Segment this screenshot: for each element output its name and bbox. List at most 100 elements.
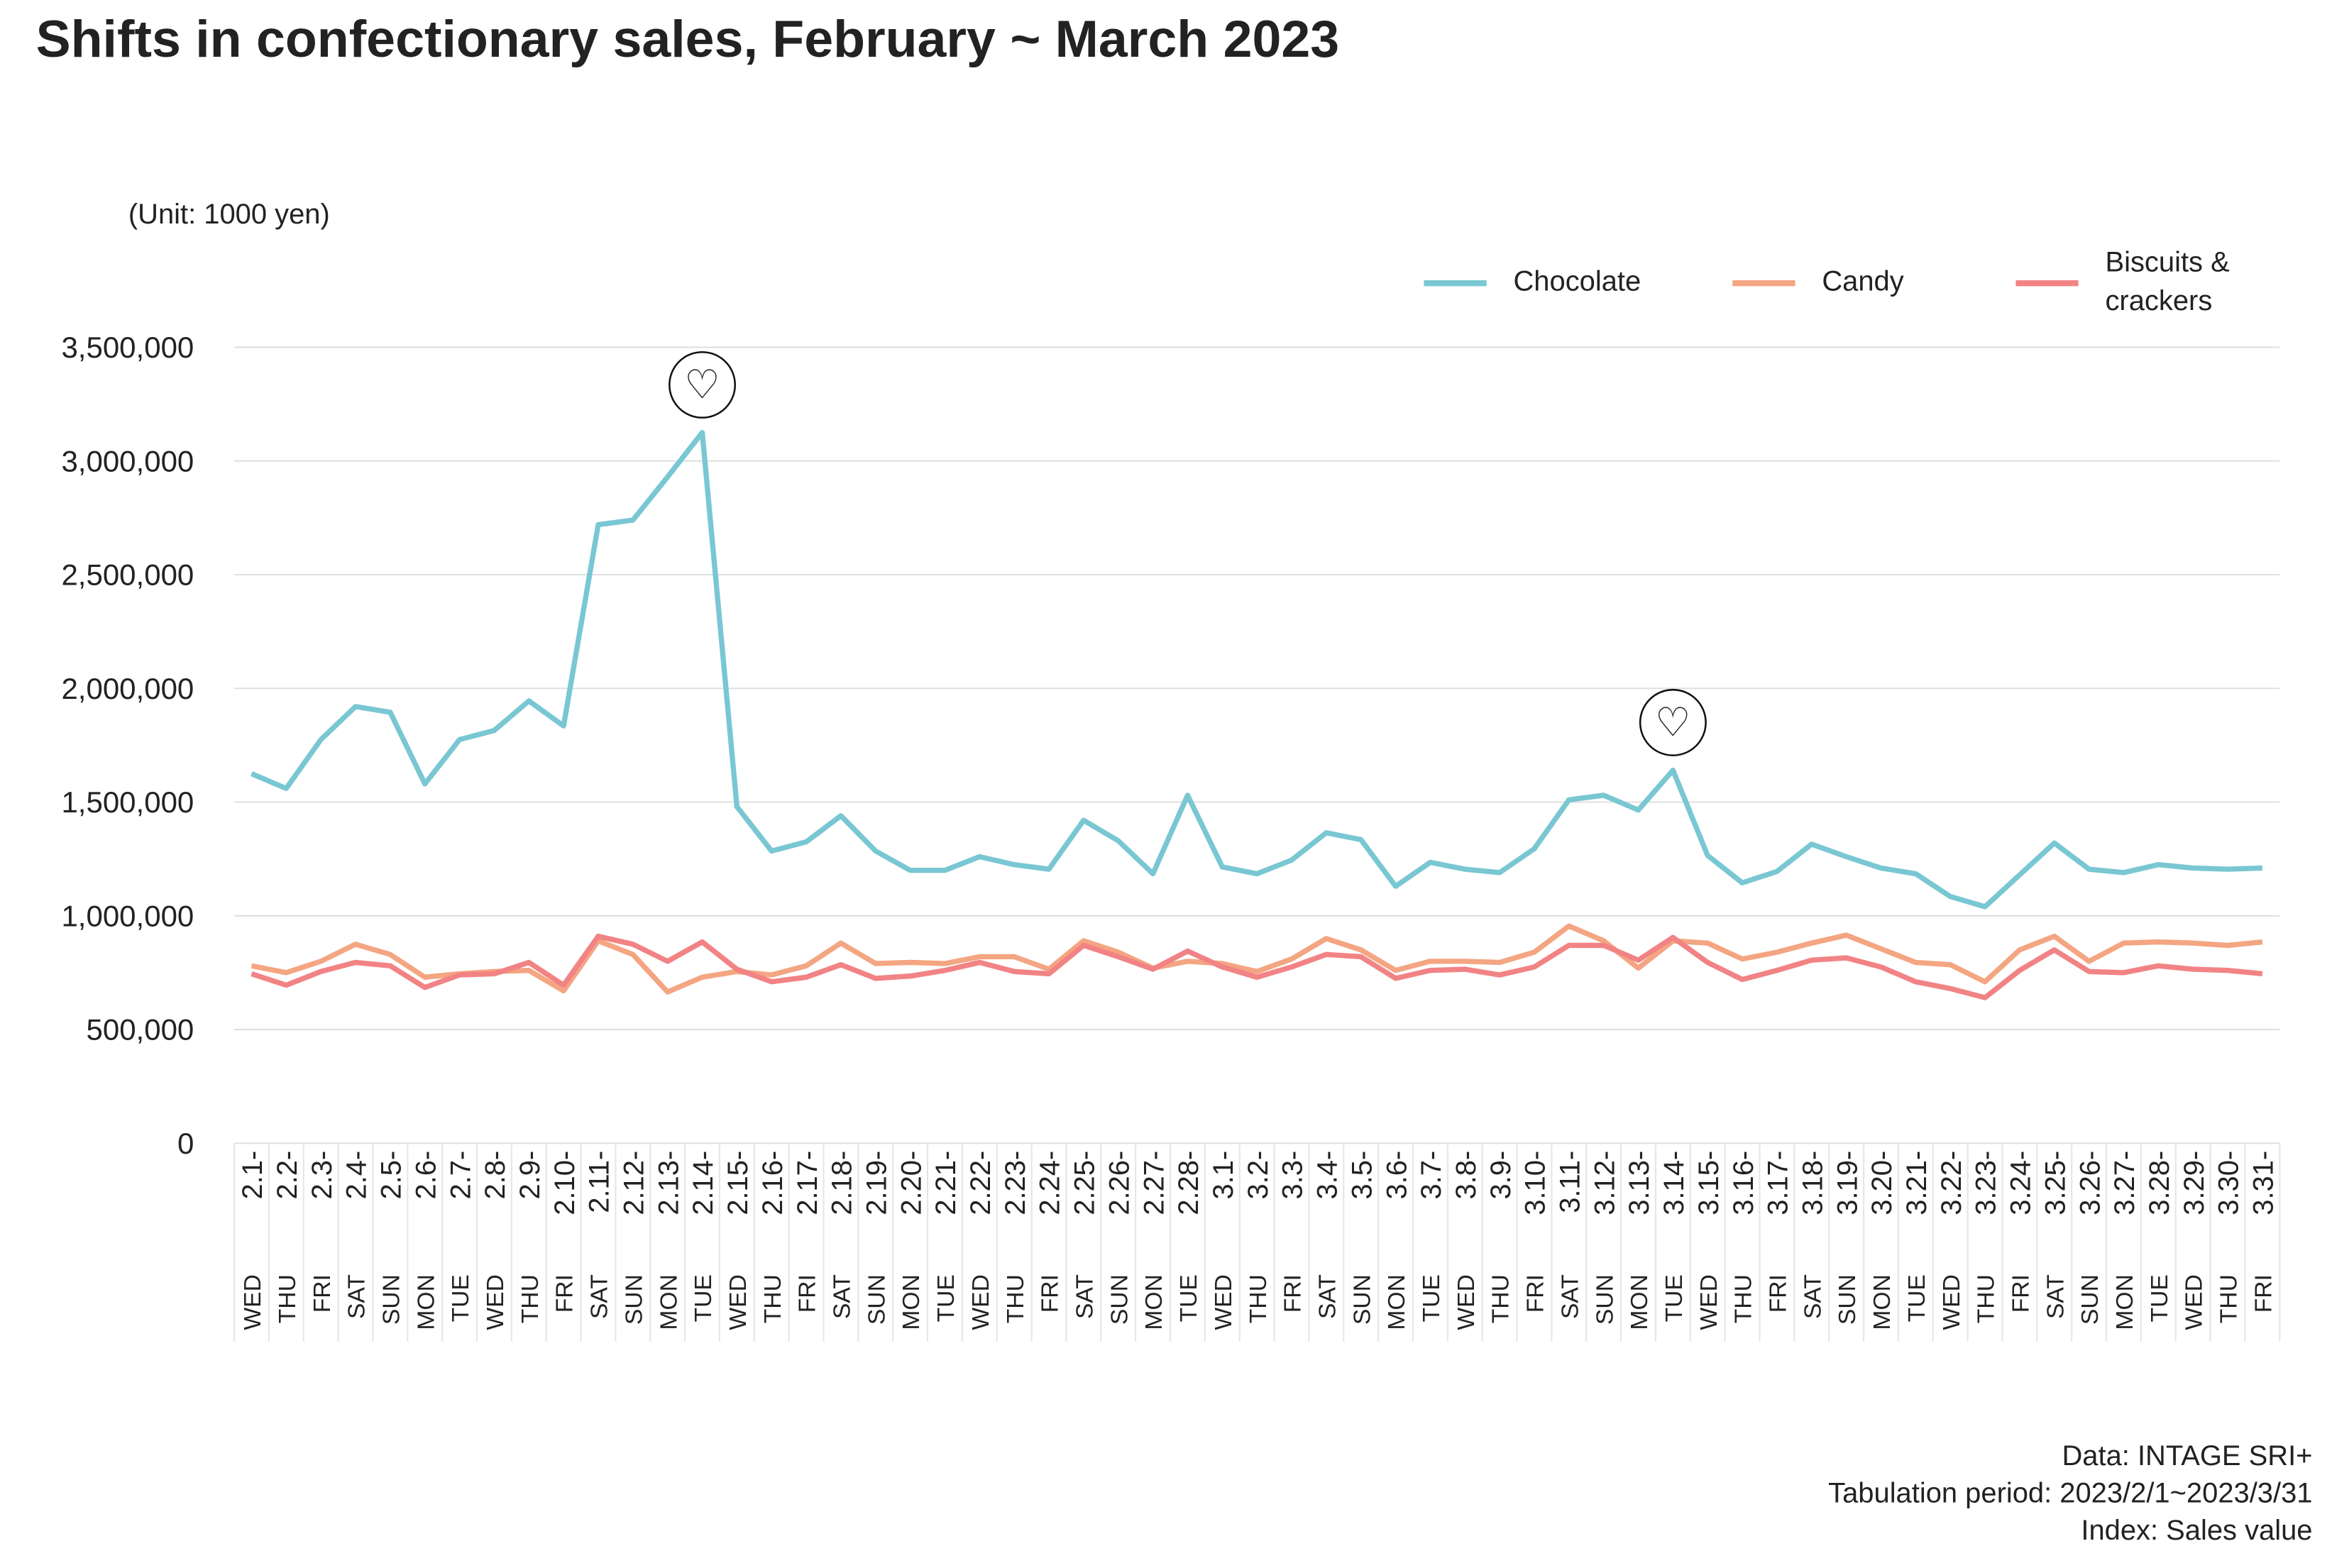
weekday-label: WED xyxy=(1453,1274,1480,1330)
weekday-label: SUN xyxy=(378,1274,405,1325)
x-tick-label: 3.18- xyxy=(1797,1151,1828,1215)
y-tick-label: 500,000 xyxy=(86,1013,194,1047)
x-tick-label: 3.5- xyxy=(1346,1151,1377,1200)
legend-entry: Candy xyxy=(1822,267,1904,299)
y-tick-label: 1,500,000 xyxy=(61,785,194,819)
weekday-label: FRI xyxy=(795,1274,821,1313)
weekday-label: FRI xyxy=(2250,1274,2277,1313)
x-tick-label: 3.10- xyxy=(1520,1151,1551,1215)
weekday-label: SAT xyxy=(587,1274,613,1319)
weekday-label: TUE xyxy=(933,1274,959,1322)
x-tick-label: 2.9- xyxy=(515,1151,546,1200)
x-tick-label: 2.14- xyxy=(688,1151,719,1215)
weekday-label: TUE xyxy=(1904,1274,1930,1322)
x-tick-label: 2.16- xyxy=(757,1151,788,1215)
y-tick-label: 2,500,000 xyxy=(61,558,194,592)
x-tick-label: 3.23- xyxy=(1971,1151,2002,1215)
y-tick-label: 1,000,000 xyxy=(61,899,194,932)
x-tick-label: 2.13- xyxy=(653,1151,684,1215)
x-tick-label: 2.27- xyxy=(1138,1151,1170,1215)
legend-label: Candy xyxy=(1822,267,1904,299)
x-tick-label: 3.27- xyxy=(2109,1151,2140,1215)
x-tick-label: 2.2- xyxy=(272,1151,303,1200)
weekday-label: THU xyxy=(1003,1274,1029,1323)
x-tick-label: 3.3- xyxy=(1277,1151,1309,1200)
x-tick-label: 3.15- xyxy=(1693,1151,1725,1215)
weekday-label: SAT xyxy=(1557,1274,1583,1319)
x-tick-label: 2.26- xyxy=(1104,1151,1135,1215)
weekday-label: MON xyxy=(2112,1274,2138,1330)
weekday-label: WED xyxy=(1696,1274,1722,1330)
series-line xyxy=(251,923,2263,995)
weekday-label: MON xyxy=(1384,1274,1410,1330)
weekday-label: THU xyxy=(1974,1274,2000,1323)
weekday-label: WED xyxy=(725,1274,752,1330)
weekday-label: FRI xyxy=(2008,1274,2034,1313)
weekday-label: MON xyxy=(656,1274,682,1330)
y-tick-label: 3,000,000 xyxy=(61,444,194,477)
y-tick-label: 2,000,000 xyxy=(61,672,194,705)
x-tick-label: 3.30- xyxy=(2213,1151,2245,1215)
weekday-label: THU xyxy=(2216,1274,2243,1323)
x-tick-label: 2.5- xyxy=(376,1151,407,1200)
x-tick-label: 3.2- xyxy=(1243,1151,1274,1200)
weekday-label: FRI xyxy=(309,1274,336,1313)
weekday-label: MON xyxy=(1869,1274,1896,1330)
x-tick-label: 3.26- xyxy=(2074,1151,2106,1215)
weekday-label: MON xyxy=(413,1274,439,1330)
weekday-label: MON xyxy=(1141,1274,1167,1330)
weekday-label: TUE xyxy=(1176,1274,1202,1322)
series-line xyxy=(251,933,2263,1000)
x-tick-label: 2.19- xyxy=(861,1151,892,1215)
annotation-circle xyxy=(669,350,736,419)
weekday-label: MON xyxy=(898,1274,925,1330)
x-tick-label: 3.22- xyxy=(1936,1151,1967,1215)
chart-title: Shifts in confectionary sales, February … xyxy=(36,9,1340,68)
legend-entry: Biscuits & crackers xyxy=(2105,247,2230,318)
x-tick-label: 3.16- xyxy=(1728,1151,1759,1215)
weekday-label: SUN xyxy=(1106,1274,1133,1325)
x-tick-label: 3.19- xyxy=(1832,1151,1863,1215)
x-tick-label: 3.13- xyxy=(1624,1151,1655,1215)
x-tick-label: 3.12- xyxy=(1589,1151,1620,1215)
weekday-label: WED xyxy=(240,1274,266,1330)
x-tick-label: 3.31- xyxy=(2248,1151,2279,1215)
x-tick-label: 3.1- xyxy=(1208,1151,1239,1200)
source-note: Index: Sales value xyxy=(2081,1515,2312,1546)
weekday-label: WED xyxy=(483,1274,509,1330)
weekday-label: FRI xyxy=(1766,1274,1792,1313)
x-tick-label: 2.11- xyxy=(584,1151,615,1213)
weekday-label: TUE xyxy=(1419,1274,1445,1322)
weekday-label: SUN xyxy=(621,1274,647,1325)
x-tick-label: 3.21- xyxy=(1901,1151,1932,1215)
weekday-label: FRI xyxy=(552,1274,578,1313)
weekday-label: SAT xyxy=(2042,1274,2069,1319)
x-tick-label: 2.20- xyxy=(896,1151,927,1215)
source-note: Tabulation period: 2023/2/1~2023/3/31 xyxy=(1828,1478,2312,1509)
x-tick-label: 2.28- xyxy=(1173,1151,1204,1215)
x-tick-label: 2.15- xyxy=(722,1151,754,1215)
legend-label: Chocolate xyxy=(1513,267,1641,299)
legend-entry: Chocolate xyxy=(1513,267,1641,299)
weekday-label: FRI xyxy=(1038,1274,1064,1313)
x-tick-label: 3.24- xyxy=(2006,1151,2037,1215)
x-tick-label: 3.20- xyxy=(1866,1151,1898,1215)
x-tick-label: 3.29- xyxy=(2179,1151,2210,1215)
weekday-label: TUE xyxy=(691,1274,717,1322)
weekday-label: THU xyxy=(517,1274,544,1323)
legend-label: Biscuits & crackers xyxy=(2105,247,2230,318)
annotation-circle xyxy=(1639,688,1707,756)
x-tick-label: 2.21- xyxy=(930,1151,962,1215)
x-tick-label: 3.28- xyxy=(2144,1151,2175,1215)
weekday-label: TUE xyxy=(1661,1274,1688,1322)
weekday-label: WED xyxy=(1211,1274,1237,1330)
x-tick-label: 2.24- xyxy=(1035,1151,1066,1215)
x-tick-label: 2.22- xyxy=(965,1151,996,1215)
weekday-label: SAT xyxy=(1314,1274,1341,1319)
x-tick-label: 3.11- xyxy=(1555,1151,1586,1213)
weekday-label: SAT xyxy=(344,1274,370,1319)
weekday-label: FRI xyxy=(1523,1274,1549,1313)
annotation-label: ♡ xyxy=(1655,700,1691,745)
weekday-label: THU xyxy=(760,1274,786,1323)
